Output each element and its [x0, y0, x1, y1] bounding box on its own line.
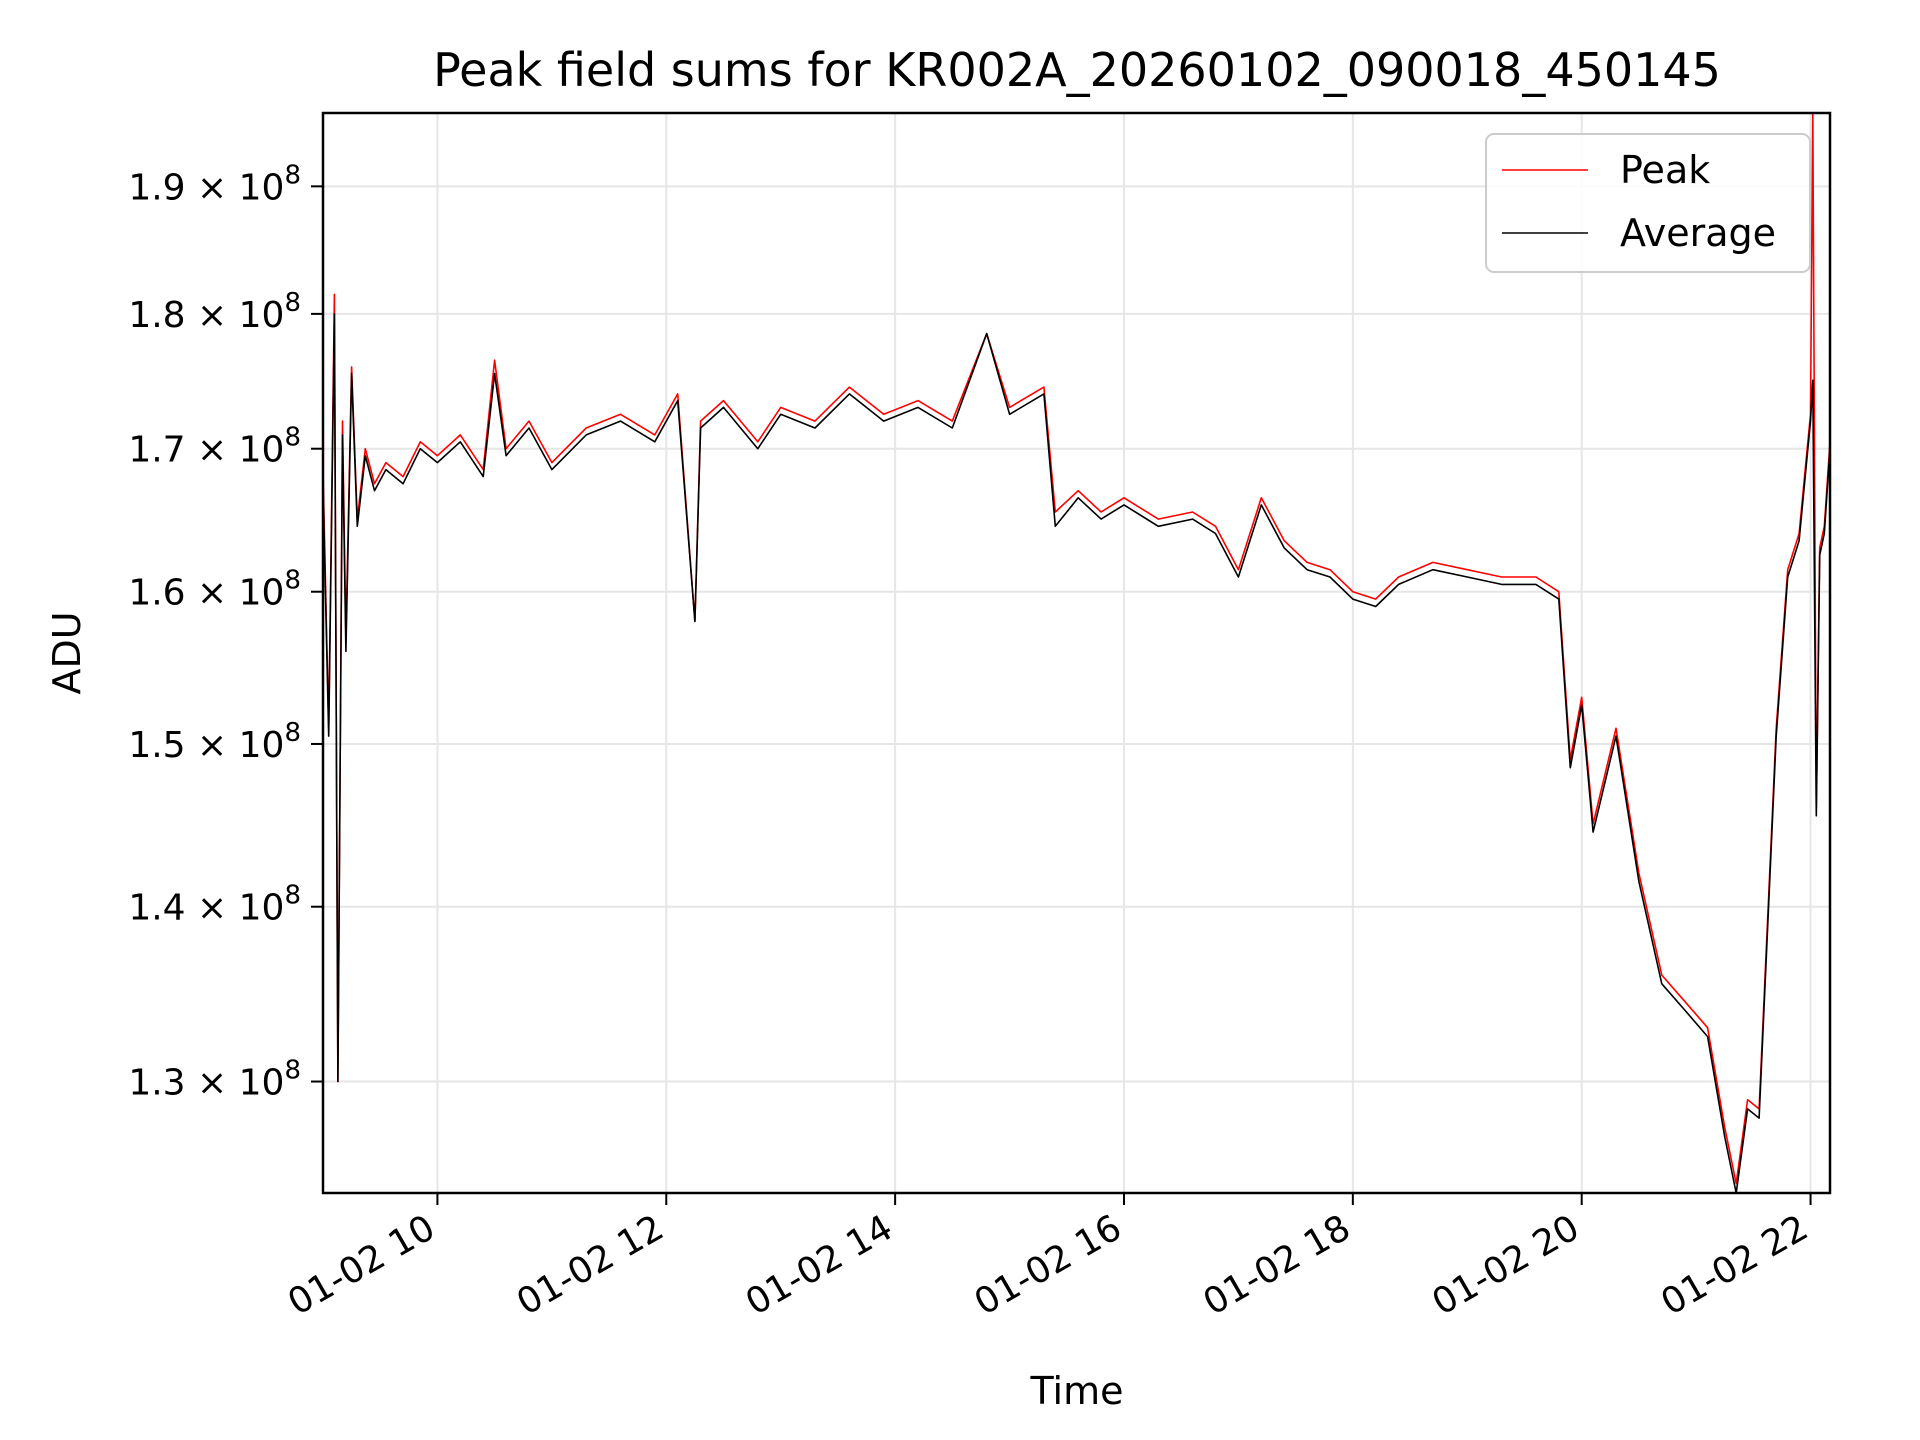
y-tick-label: 1.8 × 108: [128, 288, 301, 336]
y-tick-label: 1.6 × 108: [128, 566, 301, 614]
y-axis: 1.3 × 108 1.4 × 108 1.5 × 108 1.6 × 108 1.7 …: [128, 160, 323, 1104]
y-tick-label: 1.5 × 108: [128, 718, 301, 766]
series-line-average: [323, 313, 1830, 1193]
legend-label-average: Average: [1620, 211, 1776, 255]
y-tick-label: 1.7 × 108: [128, 423, 301, 471]
series-line-peak: [323, 113, 1830, 1185]
chart-title: Peak field sums for KR002A_20260102_0900…: [433, 43, 1721, 97]
y-tick-label: 1.4 × 108: [128, 881, 301, 929]
y-tick-label: 1.9 × 108: [128, 160, 301, 208]
grid: [323, 113, 1830, 1193]
y-tick-label: 1.3 × 108: [128, 1056, 301, 1104]
y-axis-label: ADU: [45, 611, 89, 694]
legend-box: [1485, 133, 1811, 273]
legend: Peak Average: [1485, 133, 1811, 273]
legend-label-peak: Peak: [1620, 148, 1710, 192]
x-axis-label: Time: [1030, 1369, 1124, 1413]
plot-frame: [321, 111, 1832, 1195]
series-group: [323, 113, 1830, 1193]
